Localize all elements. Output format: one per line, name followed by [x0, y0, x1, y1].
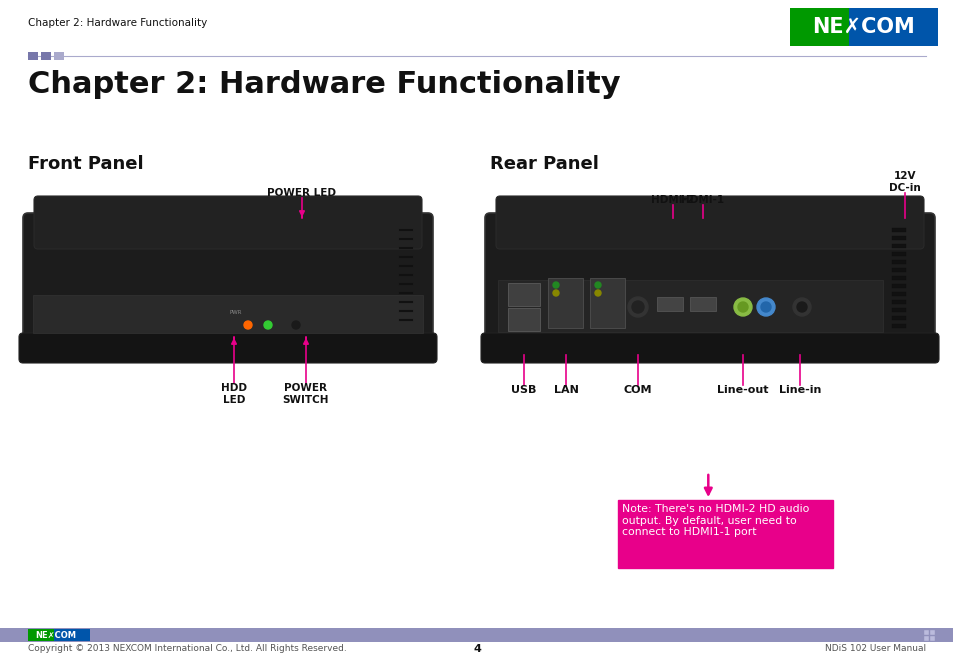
Bar: [54, 629, 90, 641]
Text: POWER LED: POWER LED: [267, 188, 336, 198]
Circle shape: [733, 298, 751, 316]
Bar: [891, 228, 905, 232]
Text: NDiS 102 User Manual: NDiS 102 User Manual: [824, 644, 925, 653]
Bar: [41, 52, 51, 60]
Bar: [891, 284, 905, 288]
Text: Rear Panel: Rear Panel: [490, 155, 598, 173]
Circle shape: [553, 282, 558, 288]
Bar: [891, 276, 905, 280]
FancyBboxPatch shape: [34, 196, 421, 249]
Bar: [891, 316, 905, 320]
FancyBboxPatch shape: [19, 333, 436, 363]
Bar: [657, 297, 682, 311]
Text: NE✗COM: NE✗COM: [812, 17, 915, 37]
Bar: [547, 278, 582, 328]
Text: Line-in: Line-in: [778, 385, 821, 395]
Text: HDMI-2: HDMI-2: [651, 195, 694, 205]
Text: Front Panel: Front Panel: [28, 155, 144, 173]
Bar: [689, 297, 716, 311]
Text: Copyright © 2013 NEXCOM International Co., Ltd. All Rights Reserved.: Copyright © 2013 NEXCOM International Co…: [28, 644, 346, 653]
Bar: [507, 283, 539, 306]
Circle shape: [292, 321, 299, 329]
Circle shape: [244, 321, 252, 329]
Bar: [891, 236, 905, 240]
Text: COM: COM: [623, 385, 652, 395]
Bar: [0, 628, 953, 642]
Text: POWER
SWITCH: POWER SWITCH: [282, 383, 329, 405]
Circle shape: [595, 290, 600, 296]
Bar: [54, 52, 64, 60]
Circle shape: [595, 282, 600, 288]
Bar: [589, 278, 624, 328]
Text: Chapter 2: Hardware Functionality: Chapter 2: Hardware Functionality: [28, 70, 620, 99]
Text: LAN: LAN: [553, 385, 578, 395]
Bar: [929, 630, 934, 635]
FancyBboxPatch shape: [480, 333, 938, 363]
Bar: [28, 52, 38, 60]
Bar: [848, 8, 937, 46]
Bar: [891, 268, 905, 272]
Circle shape: [290, 319, 302, 331]
FancyBboxPatch shape: [23, 213, 433, 360]
Text: HDD
LED: HDD LED: [221, 383, 247, 405]
Bar: [929, 636, 934, 641]
Text: NE✗COM: NE✗COM: [35, 630, 76, 640]
FancyBboxPatch shape: [484, 213, 934, 360]
Bar: [891, 324, 905, 328]
Circle shape: [264, 321, 272, 329]
Text: USB: USB: [511, 385, 537, 395]
Text: Line-out: Line-out: [717, 385, 768, 395]
Text: PWR: PWR: [230, 310, 242, 315]
Bar: [497, 280, 882, 332]
Text: 12V
DC-in: 12V DC-in: [888, 171, 920, 193]
Text: Note: There's no HDMI-2 HD audio
output. By default, user need to
connect to HDM: Note: There's no HDMI-2 HD audio output.…: [621, 504, 808, 537]
Bar: [923, 630, 928, 635]
Text: HDMI-1: HDMI-1: [680, 195, 723, 205]
Circle shape: [553, 290, 558, 296]
Bar: [33, 295, 422, 333]
Circle shape: [631, 301, 643, 313]
Circle shape: [738, 302, 747, 312]
Circle shape: [796, 302, 806, 312]
Bar: [507, 308, 539, 331]
Bar: [618, 500, 832, 568]
Bar: [891, 308, 905, 312]
Bar: [891, 244, 905, 248]
Circle shape: [760, 302, 770, 312]
Bar: [923, 636, 928, 641]
Text: 4: 4: [473, 644, 480, 654]
Circle shape: [627, 297, 647, 317]
Circle shape: [792, 298, 810, 316]
Bar: [891, 252, 905, 256]
Bar: [891, 300, 905, 304]
FancyBboxPatch shape: [496, 196, 923, 249]
Bar: [891, 292, 905, 296]
Bar: [28, 629, 54, 641]
Bar: [891, 260, 905, 264]
Bar: [789, 8, 848, 46]
Circle shape: [757, 298, 774, 316]
Text: Chapter 2: Hardware Functionality: Chapter 2: Hardware Functionality: [28, 18, 207, 28]
